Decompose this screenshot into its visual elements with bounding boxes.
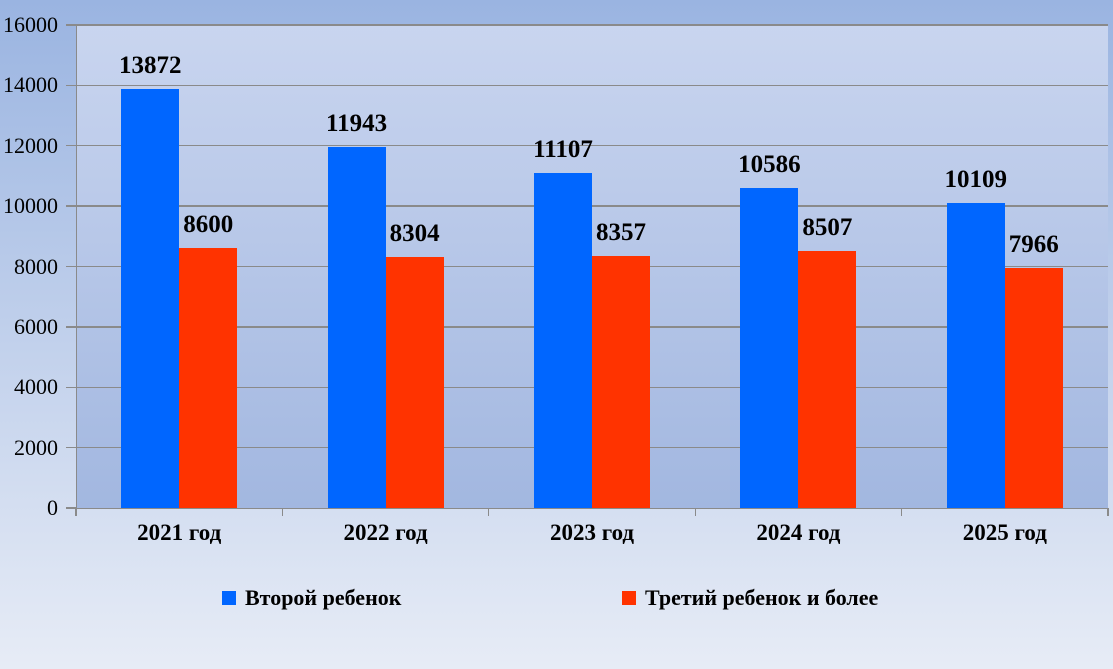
y-axis-tick-label: 16000 bbox=[3, 12, 58, 37]
bar-second-child bbox=[121, 89, 180, 508]
x-axis-category-label: 2021 год bbox=[137, 520, 222, 545]
gridline bbox=[76, 205, 1108, 207]
gridline bbox=[76, 84, 1108, 87]
bar-second-child bbox=[740, 188, 799, 508]
y-axis-tick-label: 14000 bbox=[3, 72, 58, 98]
x-axis-tick bbox=[75, 508, 77, 516]
y-axis-tick-label: 12000 bbox=[3, 132, 58, 158]
bar-third-child bbox=[179, 248, 238, 508]
bar-value-label: 13872 bbox=[118, 52, 182, 80]
bar-second-child bbox=[946, 202, 1005, 508]
bar-value-label: 8304 bbox=[389, 220, 440, 248]
legend-label: Второй ребенок bbox=[245, 585, 402, 610]
y-axis-line bbox=[76, 25, 78, 509]
x-axis-category-label: 2024 год bbox=[756, 520, 841, 545]
bar-third-child bbox=[592, 255, 650, 508]
bar-second-child bbox=[534, 172, 592, 508]
bar-value-label: 10586 bbox=[738, 151, 801, 179]
y-axis-tick bbox=[66, 386, 76, 388]
y-axis-tick-label: 10000 bbox=[3, 193, 58, 219]
x-axis-category-label: 2025 год bbox=[962, 520, 1047, 545]
y-axis-tick bbox=[66, 265, 76, 268]
x-axis-tick bbox=[694, 508, 696, 516]
bar-value-label: 11107 bbox=[533, 135, 593, 163]
y-axis-tick bbox=[66, 145, 76, 147]
x-axis-category-label: 2022 год bbox=[343, 520, 428, 545]
bar-value-label: 8600 bbox=[183, 211, 234, 239]
legend-item-second-child: Второй ребенок bbox=[222, 584, 401, 612]
legend-color-swatch-icon bbox=[622, 591, 636, 605]
x-axis-line bbox=[76, 507, 1108, 510]
y-axis-tick bbox=[66, 84, 76, 87]
x-axis-tick bbox=[488, 508, 490, 516]
y-axis-tick bbox=[66, 205, 76, 207]
y-axis-tick bbox=[66, 24, 76, 26]
y-axis-tick-label: 0 bbox=[47, 495, 58, 520]
x-axis-category-label: 2023 год bbox=[549, 520, 635, 545]
gridline bbox=[76, 145, 1108, 147]
legend-label: Третий ребенок и более bbox=[645, 585, 879, 610]
y-axis-tick-label: 4000 bbox=[14, 374, 58, 400]
legend-color-swatch-icon bbox=[222, 591, 236, 605]
bar-third-child bbox=[385, 257, 444, 508]
y-axis-tick bbox=[66, 446, 76, 449]
bar-value-label: 8357 bbox=[596, 218, 646, 246]
bar-value-label: 10109 bbox=[944, 165, 1008, 193]
y-axis-tick bbox=[66, 326, 76, 328]
gridline bbox=[76, 24, 1108, 26]
bar-value-label: 8507 bbox=[802, 214, 853, 242]
y-axis-tick bbox=[66, 507, 76, 509]
bar-third-child bbox=[1004, 267, 1063, 508]
legend-item-third-child: Третий ребенок и более bbox=[622, 584, 878, 612]
x-axis-tick bbox=[900, 508, 903, 516]
bar-third-child bbox=[798, 251, 857, 508]
y-axis-tick-label: 2000 bbox=[14, 434, 58, 460]
y-axis-tick-label: 8000 bbox=[14, 253, 58, 279]
bar-value-label: 11943 bbox=[326, 110, 388, 138]
bar-second-child bbox=[327, 147, 386, 508]
x-axis-tick bbox=[1107, 508, 1109, 516]
y-axis-tick-label: 6000 bbox=[14, 313, 58, 339]
bar-value-label: 7966 bbox=[1008, 230, 1059, 258]
x-axis-tick bbox=[281, 508, 284, 516]
